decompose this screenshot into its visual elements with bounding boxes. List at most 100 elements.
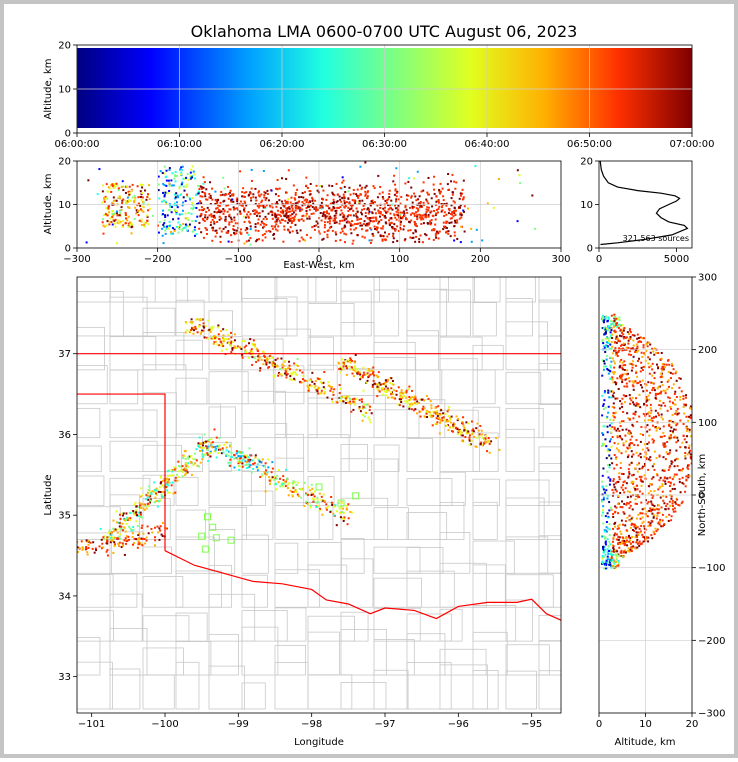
ew-height-source xyxy=(285,177,288,180)
plan-view-source xyxy=(435,410,438,413)
plan-view-source xyxy=(353,397,356,400)
ns-height-source xyxy=(674,390,677,393)
plan-view-source xyxy=(199,319,202,322)
county-outline xyxy=(208,564,233,608)
ew-height-source xyxy=(162,223,165,226)
county-outline xyxy=(208,371,249,405)
plan-view-source xyxy=(283,372,286,375)
plan-view-source xyxy=(386,388,389,391)
ns-height-source xyxy=(604,543,607,546)
plan-view-source xyxy=(214,337,217,340)
ns-height-source xyxy=(683,438,686,441)
ew-height-source xyxy=(112,199,115,202)
ew-height-source xyxy=(330,225,333,228)
ew-height-source xyxy=(400,195,403,198)
ns-height-source xyxy=(689,453,692,456)
plan-view-source xyxy=(242,458,245,461)
ns-height-source xyxy=(624,450,627,453)
plan-view-source xyxy=(209,450,212,453)
ew-height-source xyxy=(286,200,289,203)
ew-height-source xyxy=(447,173,450,176)
ns-height-source xyxy=(643,536,646,539)
plan-view-source xyxy=(212,342,215,345)
plan-view-source xyxy=(457,430,460,433)
ew-height-source xyxy=(101,221,104,224)
plan-view-source xyxy=(342,400,345,403)
ew-height-source xyxy=(385,222,388,225)
ns-height-source xyxy=(641,369,644,372)
plan-view-source xyxy=(311,380,314,383)
plan-view-source xyxy=(166,470,169,473)
ew-height-source xyxy=(343,217,346,220)
plan-view-source xyxy=(153,489,156,492)
ew-height-source xyxy=(177,221,180,224)
ns-height-source xyxy=(608,325,611,328)
plan-view-source xyxy=(145,507,148,510)
plan-view-source xyxy=(291,494,294,497)
ns-height-source xyxy=(660,435,663,438)
ew-height-source xyxy=(197,184,200,187)
ew-height-source xyxy=(222,176,225,179)
ew-height-source xyxy=(284,199,287,202)
ew-height-source xyxy=(394,183,397,186)
ew-height-source xyxy=(332,198,335,201)
plan-view-source xyxy=(290,378,293,381)
ew-height-source xyxy=(375,228,378,231)
plan-view-source xyxy=(356,368,359,371)
ew-height-source xyxy=(355,223,358,226)
plan-view-source xyxy=(106,549,109,552)
ew-height-source xyxy=(287,198,290,201)
plan-view-source xyxy=(347,359,350,362)
ew-height-source xyxy=(263,191,266,194)
plan-view-source xyxy=(209,330,212,333)
county-outline xyxy=(439,501,465,540)
ew-height-source xyxy=(361,213,364,216)
ew-height-source xyxy=(279,207,282,210)
plan-view-source xyxy=(197,444,200,447)
ns-height-source xyxy=(679,377,682,380)
ew-height-source xyxy=(426,206,429,209)
plan-view-source xyxy=(81,547,84,550)
ew-height-source xyxy=(233,219,236,222)
ns-height-source xyxy=(609,320,612,323)
ns-height-source xyxy=(645,395,648,398)
ns-height-source xyxy=(623,385,626,388)
ns-height-source xyxy=(625,440,628,443)
ns-height-source xyxy=(660,375,663,378)
ns-height-source xyxy=(662,495,665,498)
plan-view-source xyxy=(135,505,138,508)
ns-height-source xyxy=(624,537,627,540)
plan-view-source xyxy=(190,328,193,331)
plan-view-source xyxy=(250,454,253,457)
ew-height-source xyxy=(192,170,195,173)
ew-height-source xyxy=(439,182,442,185)
ns-height-source xyxy=(609,543,612,546)
ns-height-source xyxy=(640,340,643,343)
ew-height-source xyxy=(396,207,399,210)
ew-height-source xyxy=(419,216,422,219)
ns-height-source xyxy=(613,534,616,537)
plan-view-source xyxy=(154,544,157,547)
county-outline xyxy=(175,403,221,439)
plan-view-source xyxy=(165,483,168,486)
ns-height-source xyxy=(659,407,662,410)
ns-height-source xyxy=(609,364,612,367)
plan-view-source xyxy=(391,380,394,383)
ew-height-source xyxy=(376,204,379,207)
ns-height-source xyxy=(620,375,623,378)
ew-height-source xyxy=(256,238,259,241)
ew-height-source xyxy=(295,213,298,216)
ew-height-source xyxy=(367,212,370,215)
ns-height-source xyxy=(607,448,610,451)
county-outline xyxy=(109,494,140,540)
ns-height-source xyxy=(639,530,642,533)
ns-height-source xyxy=(607,369,610,372)
ew-height-source xyxy=(369,241,372,244)
ns-height-source xyxy=(639,456,642,459)
plan-view-source xyxy=(245,454,248,457)
plan-view-source xyxy=(344,397,347,400)
plan-view-source xyxy=(117,544,120,547)
ew-height-source xyxy=(441,187,444,190)
plan-view-source xyxy=(176,479,179,482)
plan-view-source xyxy=(201,318,204,321)
